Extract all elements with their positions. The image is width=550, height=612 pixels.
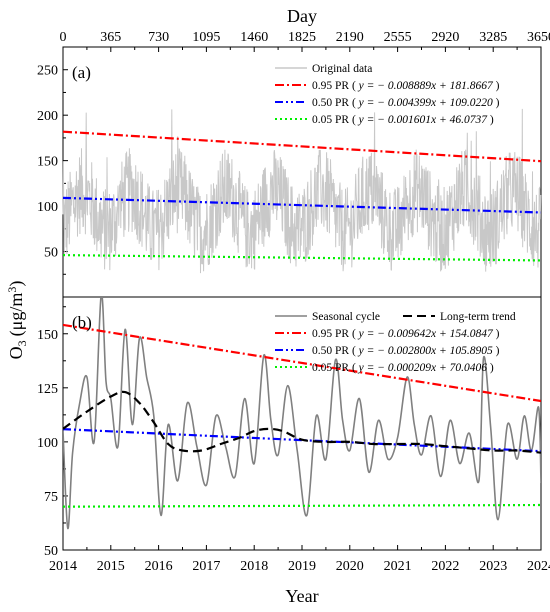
b-x-tick-label: 2023 xyxy=(479,559,507,574)
panel-b-legend: Seasonal cycle Long-term trend 0.95 PR ( y… xyxy=(275,311,516,374)
legend-label-suffix: ) xyxy=(493,345,500,357)
legend-label-suffix: ) xyxy=(493,80,500,92)
a-x-tick-label: 0 xyxy=(60,30,67,45)
legend-label: Original data xyxy=(312,63,372,75)
legend-label-suffix: ) xyxy=(487,114,494,126)
series-seasonal-cycle xyxy=(63,297,541,530)
series-original-data xyxy=(62,108,542,274)
b-x-tick-label: 2021 xyxy=(384,559,412,574)
legend-label: 0.05 PR ( y = − 0.000209x + 70.0406 ) xyxy=(312,362,494,374)
legend-label: Long-term trend xyxy=(440,311,516,323)
y-axis-title-unit-close: ) xyxy=(6,281,27,287)
top-axis-title: Day xyxy=(287,6,317,26)
y-axis-title-unit: (μg/m xyxy=(6,293,27,337)
b-x-tick-label: 2015 xyxy=(97,559,125,574)
a-x-tick-label: 3285 xyxy=(479,30,507,45)
legend-label: 0.50 PR ( y = − 0.002800x + 105.8905 ) xyxy=(312,345,500,357)
series-0-50-pr-line xyxy=(62,196,542,214)
panel-b-label: (b) xyxy=(72,313,92,332)
a-x-tick-label: 365 xyxy=(100,30,121,45)
series-long-term-trend xyxy=(63,390,541,454)
a-y-tick-label: 50 xyxy=(44,246,58,261)
legend-entry: 0.50 PR ( y = − 0.004399x + 109.0220 ) xyxy=(275,97,500,109)
a-x-tick-label: 1460 xyxy=(240,30,268,45)
a-x-tick-label: 2555 xyxy=(384,30,412,45)
legend-entry: Seasonal cycle xyxy=(275,311,380,323)
b-x-tick-label: 2022 xyxy=(431,559,459,574)
legend-label: 0.95 PR ( y = − 0.009642x + 154.0847 ) xyxy=(312,328,500,340)
a-y-tick-label: 100 xyxy=(37,200,58,215)
legend-label: Seasonal cycle xyxy=(312,311,380,323)
y-axis-title: O3(μg/m3) xyxy=(5,281,29,360)
series-0-50-pr-line xyxy=(63,428,541,453)
legend-label-equation: y = − 0.001601x + 46.0737 xyxy=(358,114,489,126)
legend-label-suffix: ) xyxy=(493,97,500,109)
b-x-tick-label: 2017 xyxy=(192,559,220,574)
b-x-tick-label: 2024 xyxy=(527,559,550,574)
legend-label: 0.05 PR ( y = − 0.001601x + 46.0737 ) xyxy=(312,114,494,126)
a-y-tick-label: 200 xyxy=(37,109,58,124)
panel-a-label: (a) xyxy=(72,63,91,82)
series-0-05-pr-line xyxy=(63,503,541,508)
panel-a-series xyxy=(62,108,542,274)
b-x-tick-label: 2019 xyxy=(288,559,316,574)
legend-label: 0.50 PR ( y = − 0.004399x + 109.0220 ) xyxy=(312,97,500,109)
panel-a: 036573010951460182521902555292032853650 … xyxy=(37,30,550,298)
a-x-tick-label: 3650 xyxy=(527,30,550,45)
a-y-tick-label: 150 xyxy=(37,155,58,170)
legend-label-prefix: 0.50 PR ( xyxy=(312,345,359,357)
y-axis-title-subscript: 3 xyxy=(15,340,29,346)
y-axis-title-main: O xyxy=(6,346,26,359)
panel-b-y-ticks: 50 75 100 125 150 xyxy=(37,306,68,559)
panel-b-x-ticks: 2014 2015 2016 2017 2018 2019 2020 2021 2022 2023… xyxy=(49,545,550,574)
legend-entry: 0.95 PR ( y = − 0.008889x + 181.8667 ) xyxy=(275,80,500,92)
panel-a-x-ticks: 0 365 730 1095 1460 1825 2190 2555 2920 3285 3650 xyxy=(60,30,550,52)
b-x-tick-label: 2016 xyxy=(145,559,173,574)
legend-label-prefix: 0.95 PR ( xyxy=(312,80,359,92)
bottom-axis-title: Year xyxy=(285,586,318,606)
legend-label-prefix: 0.05 PR ( xyxy=(312,114,359,126)
legend-label-equation: y = − 0.004399x + 109.0220 xyxy=(358,97,493,109)
legend-label-prefix: 0.95 PR ( xyxy=(312,328,359,340)
legend-label-suffix: ) xyxy=(493,328,500,340)
legend-entry: Long-term trend xyxy=(403,311,516,323)
legend-entry: 0.50 PR ( y = − 0.002800x + 105.8905 ) xyxy=(275,345,500,357)
b-x-tick-label: 2020 xyxy=(336,559,364,574)
b-y-tick-label: 75 xyxy=(44,490,58,505)
b-x-tick-label: 2014 xyxy=(49,559,77,574)
legend-label-equation: y = − 0.002800x + 105.8905 xyxy=(358,345,493,357)
series-0-95-pr-line xyxy=(63,323,541,403)
series-0-95-pr-line xyxy=(62,130,542,163)
panel-a-legend: Original data 0.95 PR ( y = − 0.008889x +… xyxy=(275,63,500,126)
legend-entry: 0.05 PR ( y = − 0.000209x + 70.0406 ) xyxy=(275,362,494,374)
legend-label-prefix: 0.05 PR ( xyxy=(312,362,359,374)
b-x-tick-label: 2018 xyxy=(240,559,268,574)
b-y-tick-label: 100 xyxy=(37,436,58,451)
legend-label-prefix: 0.50 PR ( xyxy=(312,97,359,109)
b-y-tick-label: 150 xyxy=(37,328,58,343)
y-axis-title-unit-sup: 3 xyxy=(5,287,19,293)
a-x-tick-label: 1825 xyxy=(288,30,316,45)
panel-b-series xyxy=(63,297,541,530)
legend-label-suffix: ) xyxy=(487,362,494,374)
panel-b: 2014 2015 2016 2017 2018 2019 2020 2021 2022 2023… xyxy=(37,296,550,574)
a-x-tick-label: 730 xyxy=(148,30,169,45)
legend-label-equation: y = − 0.000209x + 70.0406 xyxy=(358,362,488,374)
legend-label: 0.95 PR ( y = − 0.008889x + 181.8667 ) xyxy=(312,80,500,92)
legend-entry: Original data xyxy=(275,63,372,75)
b-y-tick-label: 125 xyxy=(37,382,58,397)
b-y-tick-label: 50 xyxy=(44,544,58,559)
a-x-tick-label: 1095 xyxy=(192,30,220,45)
a-x-tick-label: 2920 xyxy=(431,30,459,45)
a-y-tick-label: 250 xyxy=(37,64,58,79)
legend-entry: 0.95 PR ( y = − 0.009642x + 154.0847 ) xyxy=(275,328,500,340)
legend-entry: 0.05 PR ( y = − 0.001601x + 46.0737 ) xyxy=(275,114,494,126)
series-0-05-pr-line xyxy=(62,254,542,262)
legend-label-equation: y = − 0.008889x + 181.8667 xyxy=(358,80,494,92)
legend-label-equation: y = − 0.009642x + 154.0847 xyxy=(358,328,494,340)
a-x-tick-label: 2190 xyxy=(336,30,364,45)
